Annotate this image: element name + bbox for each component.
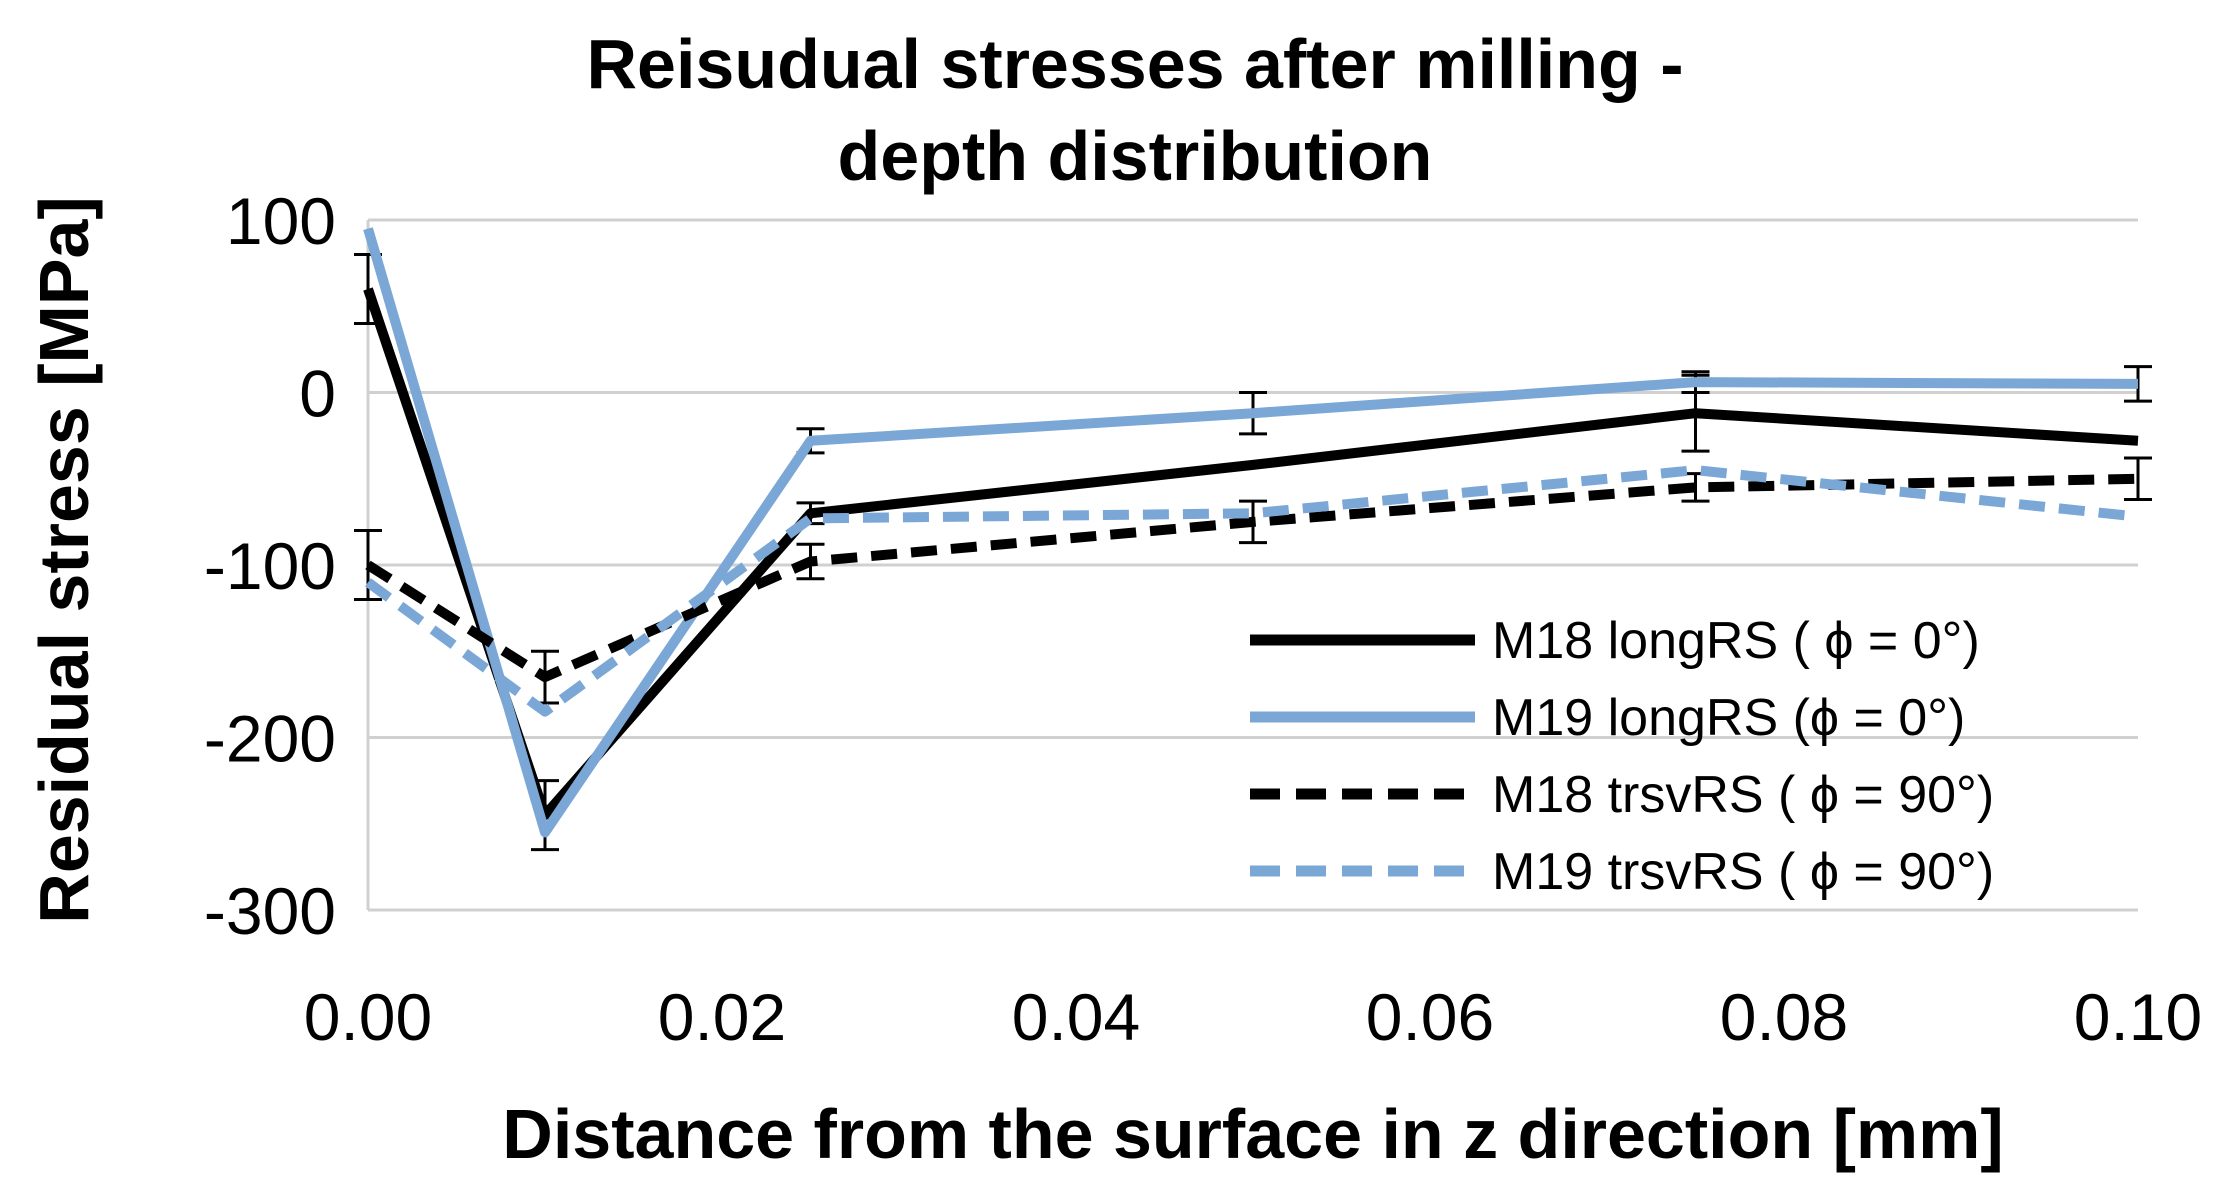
x-tick-label: 0.00	[304, 980, 432, 1054]
error-bars	[354, 253, 2152, 852]
x-tick-label: 0.04	[1012, 980, 1140, 1054]
series-line-4	[365, 465, 2139, 717]
y-tick-label: -200	[204, 702, 336, 776]
legend-label-4: M19 trsvRS ( ϕ = 90°)	[1492, 843, 1994, 901]
legend-label-2: M19 longRS (ϕ = 0°)	[1492, 689, 1965, 747]
series-line-2	[363, 227, 2139, 838]
x-tick-label: 0.08	[1720, 980, 1848, 1054]
chart-title: Reisudual stresses after milling - depth …	[586, 25, 1683, 195]
data-series	[363, 227, 2139, 838]
y-tick-label: 0	[299, 357, 336, 431]
y-tick-label: -100	[204, 529, 336, 603]
y-axis-label: Residual stress [MPa]	[25, 196, 103, 923]
legend: M18 longRS ( ϕ = 0°) M19 longRS (ϕ = 0°) M…	[1250, 612, 1994, 901]
y-tick-labels: 100 0 -100 -200 -300	[204, 184, 336, 948]
chart-title-line-1: Reisudual stresses after milling -	[586, 25, 1683, 103]
x-tick-labels: 0.00 0.02 0.04 0.06 0.08 0.10	[304, 980, 2202, 1054]
x-axis-label: Distance from the surface in z direction…	[502, 1095, 2003, 1173]
chart-title-line-2: depth distribution	[838, 117, 1433, 195]
x-tick-label: 0.10	[2074, 980, 2202, 1054]
legend-label-1: M18 longRS ( ϕ = 0°)	[1492, 612, 1980, 670]
y-tick-label: 100	[226, 184, 336, 258]
series-line-3	[365, 473, 2139, 683]
x-tick-label: 0.02	[658, 980, 786, 1054]
legend-label-3: M18 trsvRS ( ϕ = 90°)	[1492, 766, 1994, 824]
x-tick-label: 0.06	[1366, 980, 1494, 1054]
y-tick-label: -300	[204, 874, 336, 948]
gridlines	[368, 218, 2138, 912]
error-bar	[2124, 456, 2152, 501]
